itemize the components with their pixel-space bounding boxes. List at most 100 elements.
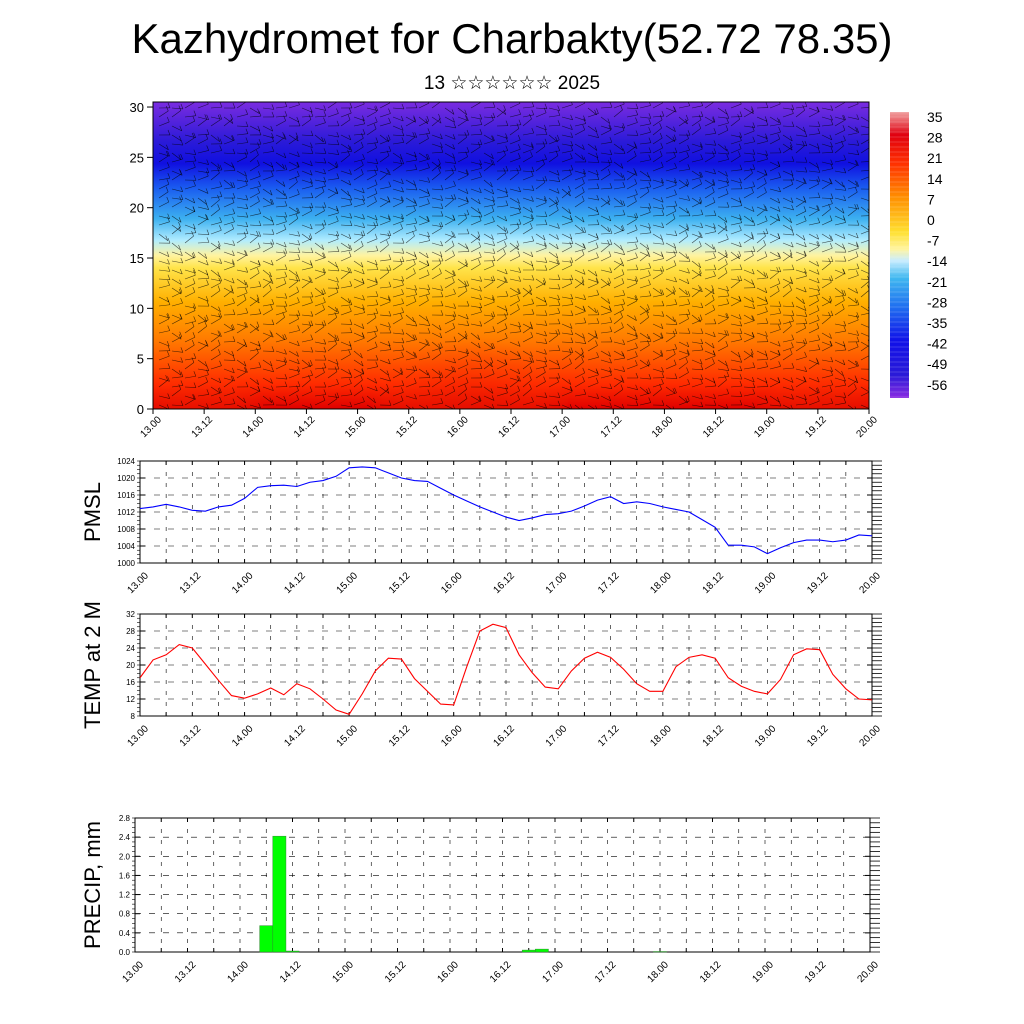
wind-barb <box>509 341 521 347</box>
wind-barb-flag <box>777 278 781 284</box>
wind-barb-flag <box>854 298 858 304</box>
wind-barb-flag <box>440 255 444 262</box>
wind-barb <box>743 233 754 240</box>
wind-barb <box>717 332 729 336</box>
wind-barb-flag <box>596 108 599 114</box>
wind-barb <box>457 242 468 249</box>
wind-barb-flag <box>206 301 210 307</box>
wind-barb <box>249 352 259 361</box>
wind-barb-flag <box>700 222 703 228</box>
wind-barb-flag <box>427 328 431 334</box>
wind-barb <box>665 335 676 343</box>
wind-barb <box>860 176 869 181</box>
wind-barb <box>639 275 651 280</box>
wind-barb <box>470 146 481 154</box>
wind-barb <box>821 182 832 190</box>
wind-barb <box>626 229 638 235</box>
wind-barb-flag <box>698 171 702 178</box>
y-tick-label: 16 <box>126 678 135 687</box>
wind-barb <box>288 116 299 123</box>
wind-barb <box>782 339 794 343</box>
wind-barb <box>379 134 389 142</box>
wind-barb <box>821 341 833 347</box>
colorbar-bar <box>890 112 909 398</box>
wind-barb-flag <box>778 147 782 153</box>
wind-barb <box>626 323 636 332</box>
wind-barb <box>652 314 664 317</box>
wind-barb <box>405 404 412 409</box>
wind-barb <box>236 299 247 307</box>
wind-barb-flag <box>517 304 520 310</box>
wind-barb-flag <box>386 150 390 156</box>
wind-barb <box>600 173 611 181</box>
wind-barb-flag <box>713 331 716 337</box>
wind-barb-flag <box>711 288 715 295</box>
wind-barb <box>574 393 586 397</box>
wind-barb <box>561 363 572 370</box>
wind-barb-flag <box>739 225 742 231</box>
y-axis-title: PRECIP, mm <box>80 821 105 949</box>
wind-barb-flag <box>243 279 247 286</box>
heatmap-y-tick-label: 10 <box>130 301 144 316</box>
wind-barb-flag <box>778 186 781 192</box>
wind-barb <box>366 317 377 325</box>
wind-barb <box>795 106 807 109</box>
wind-barb <box>288 281 298 289</box>
wind-barb <box>548 312 560 316</box>
wind-barb <box>730 350 741 358</box>
wind-barb-flag <box>569 323 573 329</box>
wind-barb-flag <box>687 144 690 151</box>
wind-barb-flag <box>491 188 495 195</box>
wind-barb <box>457 389 467 397</box>
wind-barb <box>535 159 547 163</box>
wind-barb-flag <box>713 226 717 232</box>
wind-barb <box>314 273 325 280</box>
wind-barb-flag <box>661 253 665 259</box>
wind-barb <box>340 119 351 127</box>
wind-barb-flag <box>323 105 327 111</box>
wind-barb-flag <box>504 332 508 339</box>
wind-barb <box>171 173 182 181</box>
wind-barb <box>574 231 586 235</box>
wind-barb <box>444 368 456 373</box>
wind-barb-flag <box>245 250 248 256</box>
wind-barb <box>548 134 558 143</box>
wind-barb-flag <box>739 380 743 387</box>
wind-barb-flag <box>698 271 702 277</box>
wind-barb <box>847 116 859 120</box>
wind-barb <box>769 251 780 258</box>
wind-barb <box>210 290 221 298</box>
wind-barb <box>483 386 494 394</box>
wind-barb <box>171 110 182 118</box>
wind-barb <box>626 219 637 226</box>
wind-barb-flag <box>297 247 301 253</box>
wind-barb-flag <box>401 276 405 282</box>
wind-barb-flag <box>687 195 690 201</box>
wind-barb <box>678 156 689 163</box>
wind-barb <box>327 312 339 316</box>
wind-barb-flag <box>348 233 352 240</box>
wind-barb-flag <box>374 116 378 123</box>
wind-barb <box>327 371 338 379</box>
wind-barb <box>613 109 623 118</box>
wind-barb <box>418 287 430 290</box>
heatmap-x-tick-label: 14.00 <box>241 414 267 440</box>
wind-barb-flag <box>204 114 208 120</box>
wind-barb <box>821 233 832 240</box>
wind-barb-flag <box>583 115 586 121</box>
wind-barb-flag <box>439 332 443 339</box>
wind-barb <box>158 330 170 334</box>
wind-barb <box>535 107 547 110</box>
wind-barb-flag <box>870 102 872 107</box>
wind-barb <box>821 220 833 226</box>
wind-barb-flag <box>556 188 560 194</box>
wind-barb <box>327 343 337 352</box>
wind-barb-flag <box>257 108 260 114</box>
wind-barb <box>665 184 677 190</box>
wind-barb <box>756 296 768 302</box>
wind-barb <box>444 245 455 253</box>
wind-barb-flag <box>596 277 599 283</box>
wind-barb-flag <box>673 134 677 140</box>
wind-barb-flag <box>466 300 470 307</box>
wind-barb-flag <box>414 225 417 231</box>
